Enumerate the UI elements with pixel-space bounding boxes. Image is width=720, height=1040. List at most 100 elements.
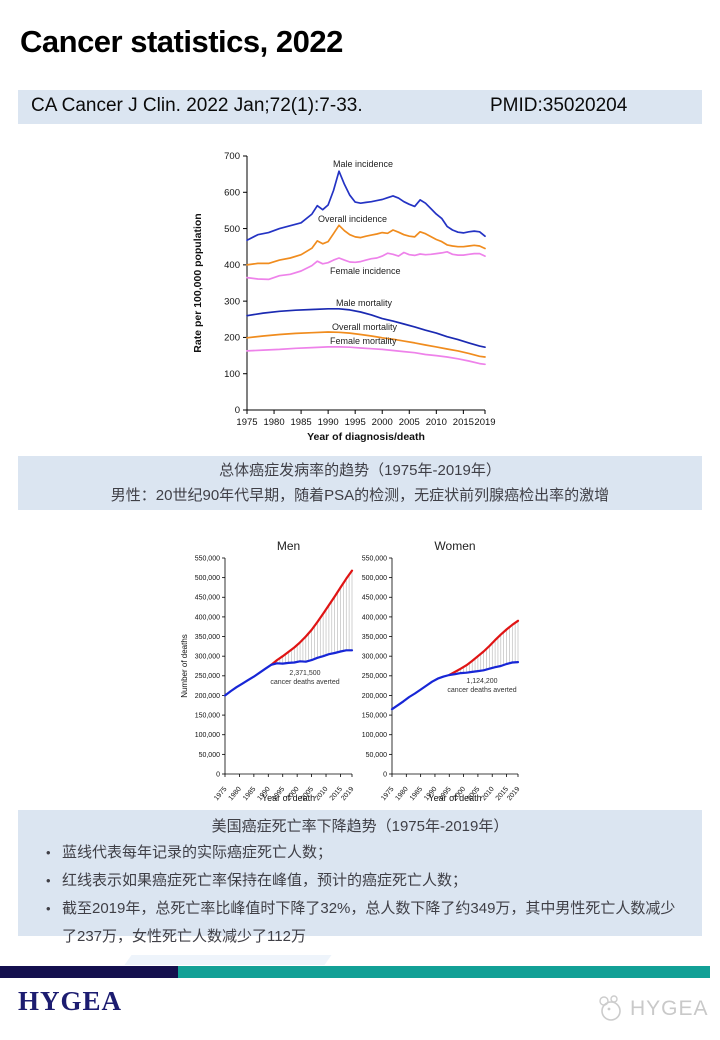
brand-logo-text: HYGEA (18, 986, 123, 1016)
page-title: Cancer statistics, 2022 (20, 24, 343, 59)
svg-text:2,371,500: 2,371,500 (289, 670, 320, 677)
svg-text:1985: 1985 (291, 417, 312, 428)
caption-incidence-trend: 总体癌症发病率的趋势（1975年-2019年） 男性：20世纪90年代早期，随着… (18, 456, 702, 510)
citation-bar: CA Cancer J Clin. 2022 Jan;72(1):7-33. P… (18, 90, 702, 124)
svg-text:1975: 1975 (380, 786, 395, 803)
svg-text:400,000: 400,000 (195, 614, 220, 621)
watermark-emblem-icon (599, 995, 621, 1021)
svg-text:2019: 2019 (474, 417, 495, 428)
svg-text:Overall incidence: Overall incidence (318, 214, 387, 224)
svg-text:Year of death: Year of death (262, 793, 315, 803)
svg-text:Male incidence: Male incidence (333, 159, 393, 169)
caption2-title: 美国癌症死亡率下降趋势（1975年-2019年） (211, 818, 509, 835)
bullet-icon: • (46, 873, 51, 888)
svg-text:Female incidence: Female incidence (330, 266, 401, 276)
citation-text: CA Cancer J Clin. 2022 Jan;72(1):7-33. (31, 95, 363, 116)
deaths-averted-figure: Men 0 50,000 100,000 150,000 200,000 250,000 30… (170, 535, 590, 805)
svg-text:1980: 1980 (263, 417, 284, 428)
svg-text:400,000: 400,000 (362, 614, 387, 621)
footer-bar-navy (0, 966, 178, 978)
svg-text:1980: 1980 (228, 786, 243, 803)
svg-text:1995: 1995 (345, 417, 366, 428)
citation-pmid: PMID:35020204 (490, 95, 628, 116)
svg-text:350,000: 350,000 (195, 634, 220, 641)
watermark-text: HYGEA (630, 997, 709, 1020)
svg-text:1,124,200: 1,124,200 (466, 678, 497, 685)
svg-text:1985: 1985 (409, 786, 424, 803)
incidence-mortality-chart: 0 100 200 300 400 500 600 700 1975 1980 1985 1990 19… (192, 151, 496, 443)
svg-text:2010: 2010 (480, 786, 495, 803)
svg-text:50,000: 50,000 (199, 752, 221, 759)
bullet-icon: • (46, 901, 51, 916)
deaths-averted-chart: Men 0 50,000 100,000 150,000 200,000 250,000 30… (180, 539, 522, 803)
svg-text:2015: 2015 (453, 417, 474, 428)
svg-text:0: 0 (216, 771, 220, 778)
svg-text:1985: 1985 (242, 786, 257, 803)
svg-text:2019: 2019 (340, 786, 355, 803)
svg-text:100: 100 (224, 369, 240, 380)
svg-text:Year of death: Year of death (428, 793, 481, 803)
svg-text:50,000: 50,000 (366, 752, 388, 759)
bullet-text: 截至2019年，总死亡率比峰值时下降了32%，总人数下降了约349万，其中男性死… (62, 900, 676, 945)
svg-text:500,000: 500,000 (195, 575, 220, 582)
svg-text:350,000: 350,000 (362, 634, 387, 641)
list-item: • 截至2019年，总死亡率比峰值时下降了32%，总人数下降了约349万，其中男… (46, 895, 676, 951)
svg-text:Men: Men (277, 539, 300, 553)
list-item: • 红线表示如果癌症死亡率保持在峰值，预计的癌症死亡人数； (46, 867, 676, 895)
caption1-line1: 总体癌症发病率的趋势（1975年-2019年） (219, 462, 501, 479)
caption-mortality-decline: 美国癌症死亡率下降趋势（1975年-2019年） • 蓝线代表每年记录的实际癌症… (18, 810, 702, 945)
svg-text:1990: 1990 (318, 417, 339, 428)
svg-text:250,000: 250,000 (195, 673, 220, 680)
svg-text:1975: 1975 (213, 786, 228, 803)
bullet-icon: • (46, 845, 51, 860)
watermark-logo: HYGEA (596, 994, 709, 1024)
svg-text:Male mortality: Male mortality (336, 298, 393, 308)
svg-text:100,000: 100,000 (362, 732, 387, 739)
svg-text:600: 600 (224, 187, 240, 198)
svg-text:200,000: 200,000 (362, 693, 387, 700)
incidence-mortality-figure: 0 100 200 300 400 500 600 700 1975 1980 1985 1990 19… (185, 148, 525, 448)
svg-text:250,000: 250,000 (362, 673, 387, 680)
svg-text:0: 0 (235, 405, 240, 416)
svg-text:200: 200 (224, 333, 240, 344)
svg-text:2005: 2005 (399, 417, 420, 428)
svg-text:Overall mortality: Overall mortality (332, 322, 398, 332)
caption2-bullet-list: • 蓝线代表每年记录的实际癌症死亡人数； • 红线表示如果癌症死亡率保持在峰值，… (18, 839, 702, 951)
caption1-line2: 男性：20世纪90年代早期，随着PSA的检测，无症状前列腺癌检出率的激增 (110, 487, 610, 504)
svg-text:150,000: 150,000 (195, 712, 220, 719)
svg-text:Women: Women (434, 539, 475, 553)
svg-text:2010: 2010 (426, 417, 447, 428)
svg-text:2010: 2010 (314, 786, 329, 803)
svg-text:Female mortality: Female mortality (330, 336, 397, 346)
svg-text:cancer deaths averted: cancer deaths averted (270, 679, 339, 686)
bullet-text: 红线表示如果癌症死亡率保持在峰值，预计的癌症死亡人数； (62, 872, 468, 889)
list-item: • 蓝线代表每年记录的实际癌症死亡人数； (46, 839, 676, 867)
footer-highlight-shape (124, 955, 332, 965)
svg-text:450,000: 450,000 (362, 595, 387, 602)
svg-text:2019: 2019 (506, 786, 521, 803)
svg-text:550,000: 550,000 (195, 555, 220, 562)
svg-text:300: 300 (224, 296, 240, 307)
svg-text:cancer deaths averted: cancer deaths averted (447, 687, 516, 694)
svg-text:300,000: 300,000 (362, 654, 387, 661)
svg-text:150,000: 150,000 (362, 712, 387, 719)
footer-bar-teal (178, 966, 710, 978)
svg-text:Year of diagnosis/death: Year of diagnosis/death (307, 431, 425, 443)
svg-text:1980: 1980 (394, 786, 409, 803)
svg-text:2000: 2000 (372, 417, 393, 428)
bullet-text: 蓝线代表每年记录的实际癌症死亡人数； (62, 844, 333, 861)
svg-text:550,000: 550,000 (362, 555, 387, 562)
svg-text:450,000: 450,000 (195, 595, 220, 602)
svg-text:500,000: 500,000 (362, 575, 387, 582)
svg-text:1975: 1975 (236, 417, 257, 428)
svg-text:500: 500 (224, 224, 240, 235)
svg-text:200,000: 200,000 (195, 693, 220, 700)
svg-text:0: 0 (383, 771, 387, 778)
svg-text:Number of deaths: Number of deaths (180, 634, 189, 698)
svg-text:700: 700 (224, 151, 240, 162)
svg-text:100,000: 100,000 (195, 732, 220, 739)
svg-text:Rate per 100,000 population: Rate per 100,000 population (192, 213, 204, 352)
svg-text:400: 400 (224, 260, 240, 271)
svg-text:300,000: 300,000 (195, 654, 220, 661)
